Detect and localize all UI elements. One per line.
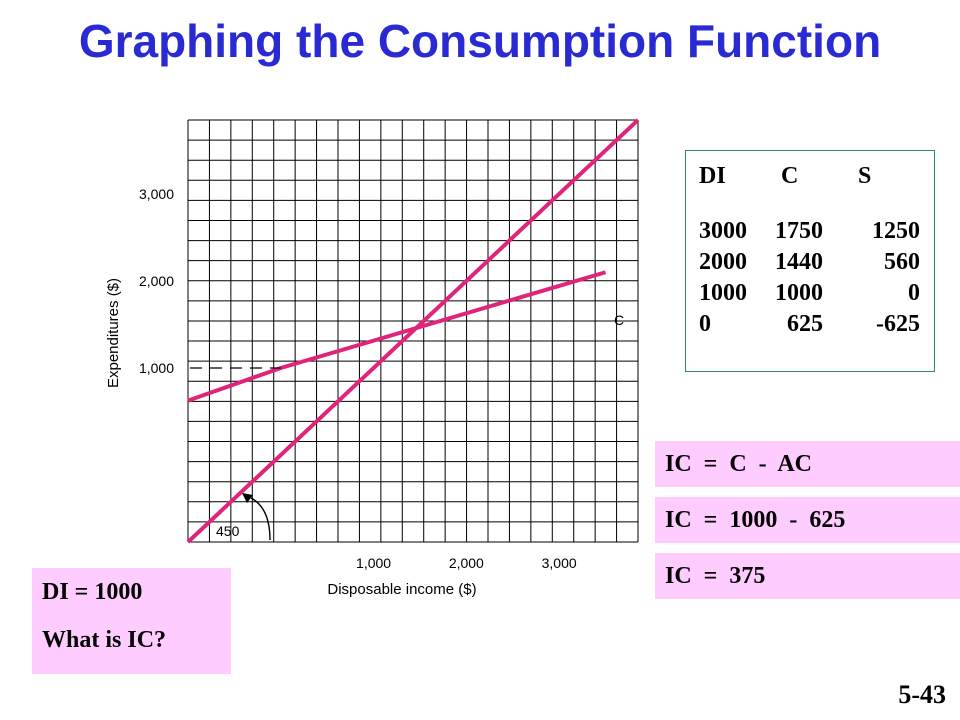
question-line-2: What is IC? bbox=[42, 627, 167, 653]
table-cell: 1250 bbox=[872, 218, 920, 244]
x-axis-label: Disposable income ($) bbox=[327, 581, 476, 598]
x-tick-label: 1,000 bbox=[356, 555, 391, 571]
table-cell: 1000 bbox=[699, 280, 747, 306]
data-table: DI C S 3000 1750 1250 2000 1440 560 1000… bbox=[685, 150, 935, 372]
table-cell: 2000 bbox=[699, 249, 747, 275]
table-row: 3000 1750 1250 bbox=[686, 218, 934, 249]
table-cell: 625 bbox=[787, 311, 823, 337]
angle-arrowhead bbox=[242, 493, 253, 503]
equation-box-3: IC = 375 bbox=[655, 553, 960, 599]
x-tick-label: 3,000 bbox=[542, 555, 577, 571]
table-header-c: C bbox=[781, 163, 799, 189]
chart-ticks: 1,000 2,000 3,000 1,000 2,000 3,000 bbox=[139, 186, 577, 571]
chart-series bbox=[186, 118, 640, 544]
table-row: 0 625 -625 bbox=[686, 311, 934, 342]
chart-grid bbox=[187, 119, 639, 543]
equation-text: IC = 375 bbox=[665, 563, 766, 589]
equation-box-1: IC = C - AC bbox=[655, 441, 960, 487]
table-header-di: DI bbox=[699, 163, 726, 189]
y-tick-label: 1,000 bbox=[139, 360, 174, 376]
table-cell: 560 bbox=[884, 249, 920, 275]
table-row: 1000 1000 0 bbox=[686, 280, 934, 311]
table-cell: 1000 bbox=[775, 280, 823, 306]
y-axis-label: Expenditures ($) bbox=[105, 278, 122, 388]
table-row: 2000 1440 560 bbox=[686, 249, 934, 280]
table-header-s: S bbox=[858, 163, 872, 189]
equation-box-2: IC = 1000 - 625 bbox=[655, 497, 960, 543]
y-tick-label: 3,000 bbox=[139, 186, 174, 202]
table-cell: 3000 bbox=[699, 218, 747, 244]
table-cell: 0 bbox=[699, 311, 711, 337]
question-box: DI = 1000 What is IC? bbox=[32, 568, 231, 674]
angle-label: 450 bbox=[216, 523, 240, 539]
table-cell: 0 bbox=[908, 280, 920, 306]
angle-arc bbox=[246, 495, 271, 541]
chart-annotations: 450 C bbox=[190, 312, 624, 541]
table-cell: -625 bbox=[876, 311, 920, 337]
page-title: Graphing the Consumption Function bbox=[78, 15, 882, 67]
table-header: DI C S bbox=[686, 163, 934, 193]
question-line-1: DI = 1000 bbox=[42, 579, 143, 605]
c-line-label: C bbox=[614, 312, 624, 328]
x-tick-label: 2,000 bbox=[449, 555, 484, 571]
table-cell: 1750 bbox=[775, 218, 823, 244]
equation-text: IC = C - AC bbox=[665, 451, 813, 477]
y-tick-label: 2,000 bbox=[139, 273, 174, 289]
table-cell: 1440 bbox=[775, 249, 823, 275]
equation-text: IC = 1000 - 625 bbox=[665, 507, 846, 533]
page-number: 5-43 bbox=[898, 680, 946, 709]
